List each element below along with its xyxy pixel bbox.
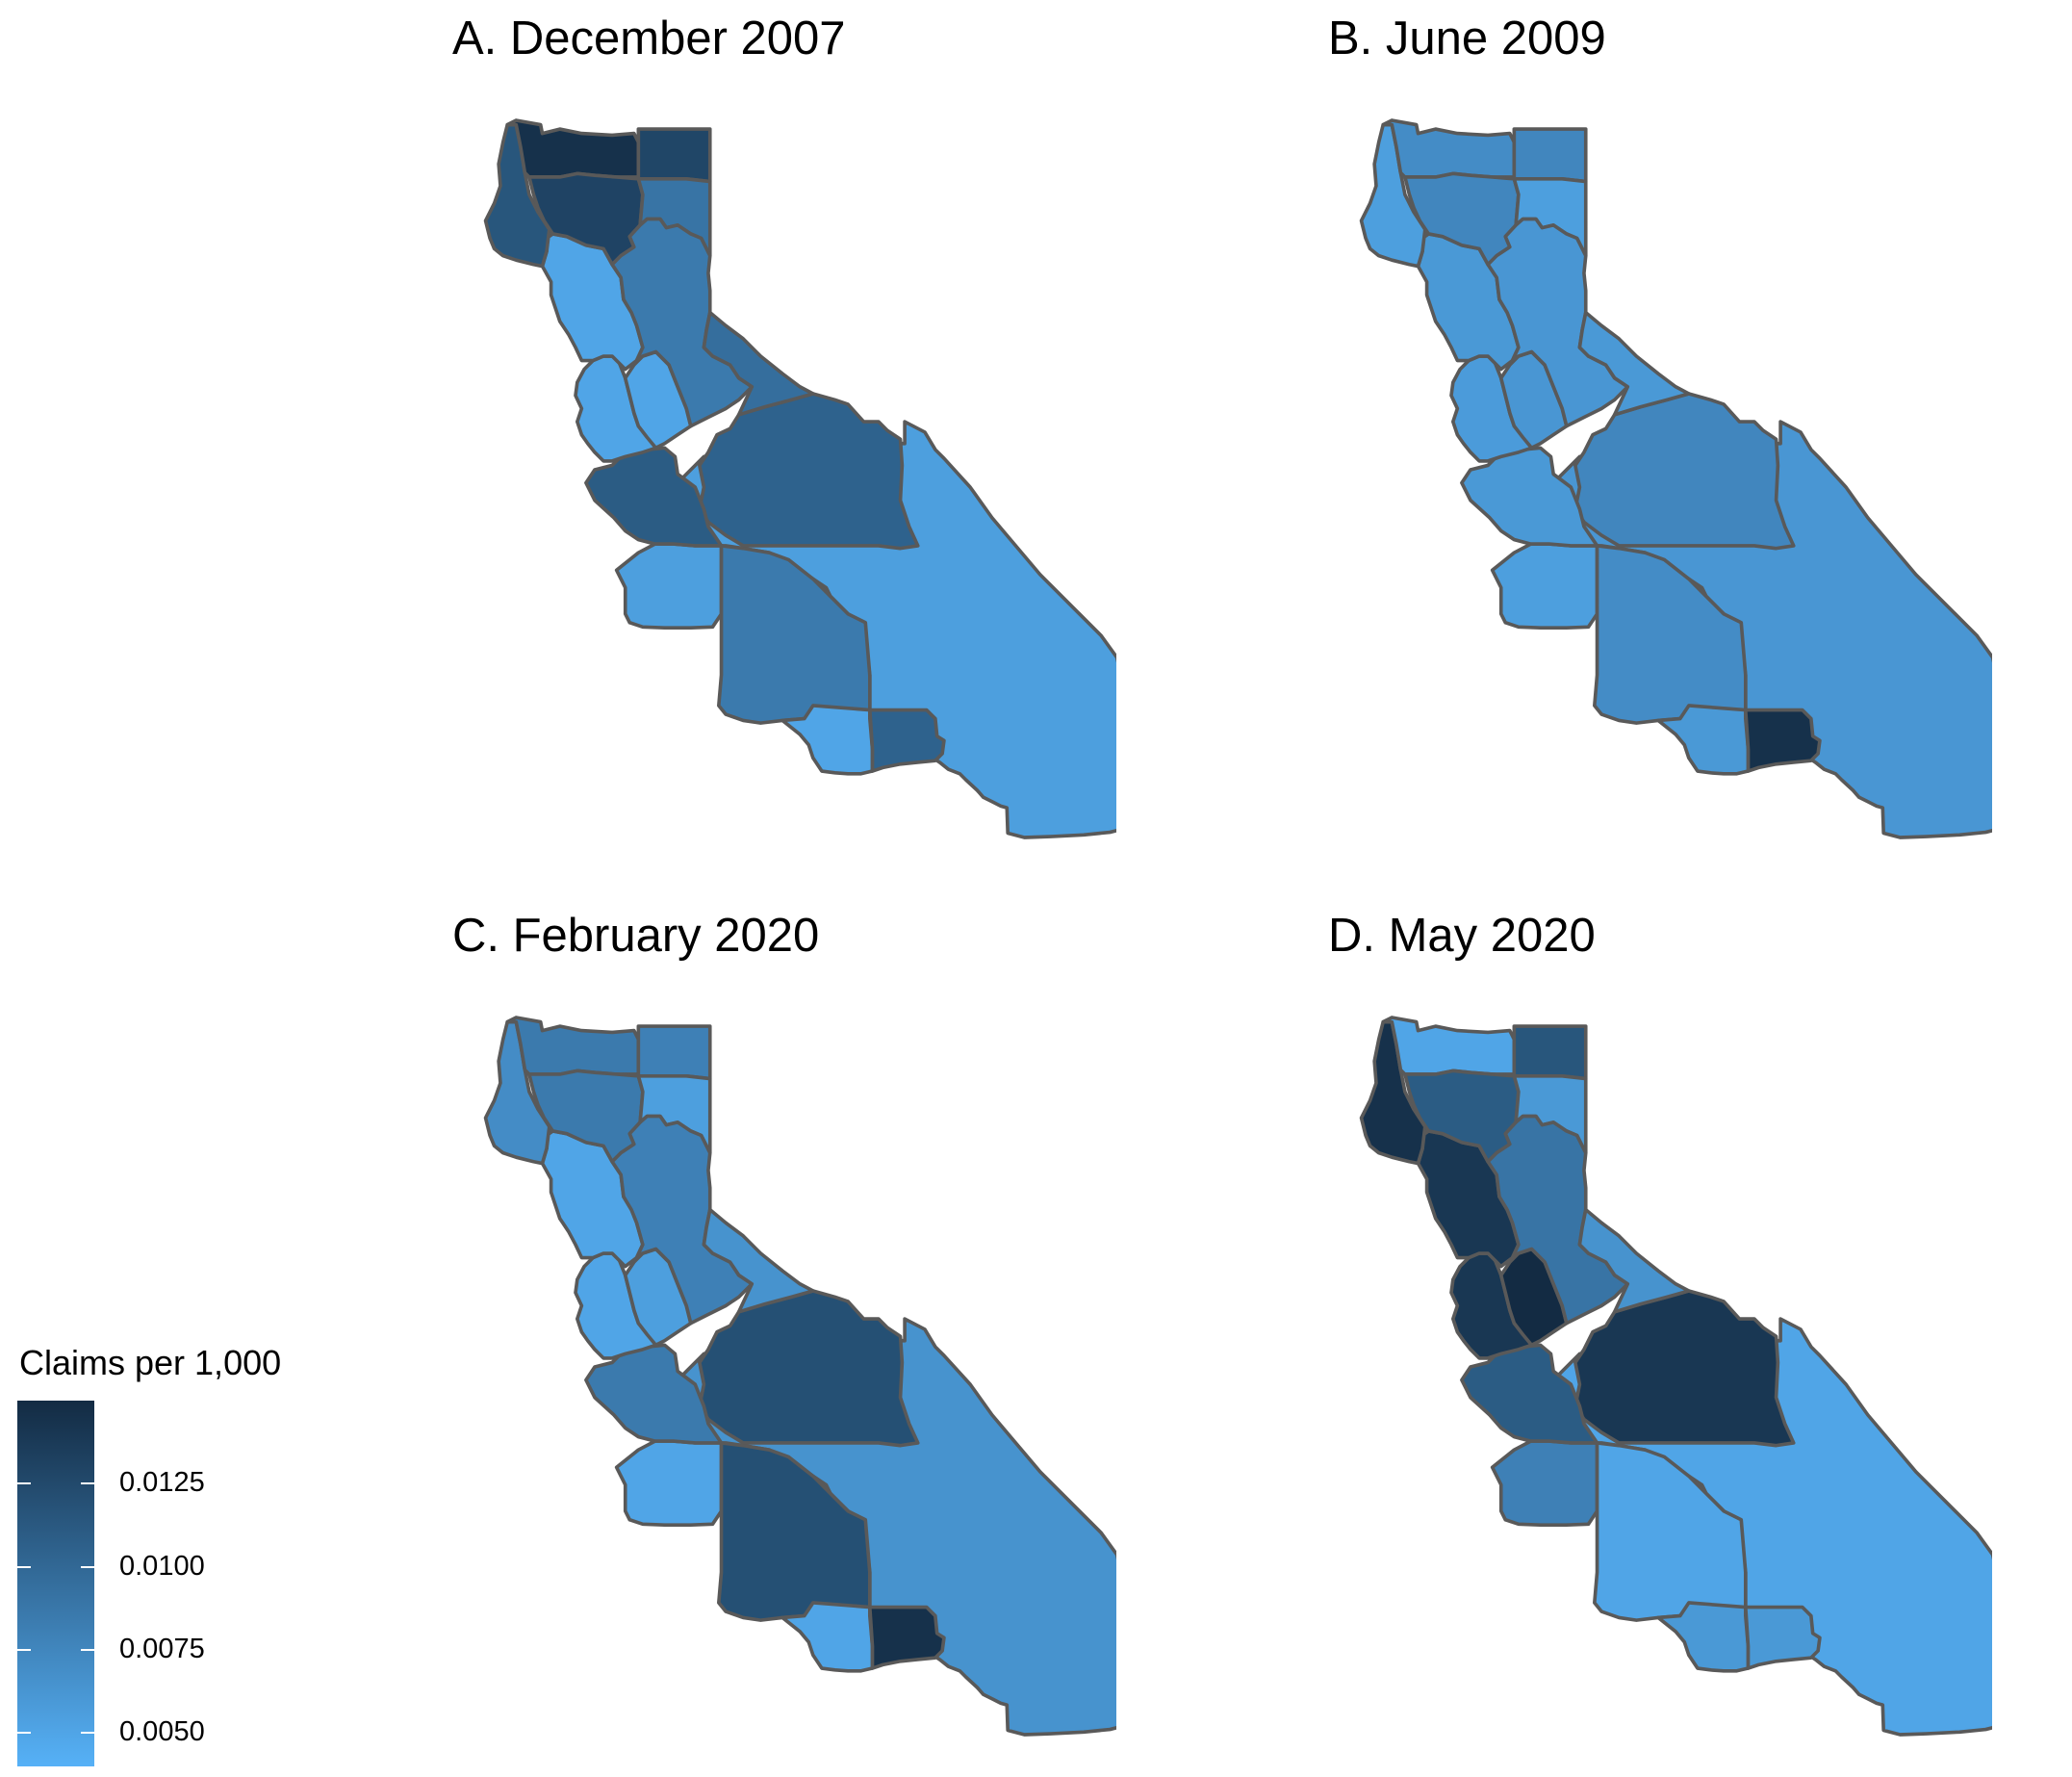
map-panel-a: A. December 2007 (423, 0, 1386, 866)
legend-tick-mark (81, 1482, 94, 1485)
region-north-top (1381, 118, 1517, 179)
california-map (483, 1016, 1116, 1737)
region-central-coast (1460, 1343, 1599, 1445)
region-san-joaquin (1573, 392, 1796, 551)
legend-tick-mark (81, 1732, 94, 1735)
region-imperial (867, 708, 946, 773)
legend-tick-label: 0.0100 (119, 1550, 205, 1582)
region-north-coast-a (1359, 1019, 1427, 1166)
region-sierra-east (1577, 310, 1691, 417)
region-san-joaquin (698, 1289, 920, 1448)
region-modoc (636, 127, 712, 184)
region-modoc (1512, 127, 1588, 184)
legend-tick-label: 0.0125 (119, 1467, 205, 1499)
panel-title: D. May 2020 (1328, 910, 1596, 962)
legend-tick-label: 0.0050 (119, 1716, 205, 1748)
region-central-coast (1460, 446, 1599, 548)
region-sb-ventura (614, 542, 724, 631)
region-central-coast (584, 1343, 724, 1445)
legend-tick-mark (81, 1565, 94, 1568)
map-panel-d: D. May 2020 (1299, 897, 2072, 1764)
region-sierra-east (702, 1207, 815, 1314)
region-central-coast (584, 446, 724, 548)
legend-tick-mark (81, 1649, 94, 1652)
region-north-top (505, 1016, 641, 1076)
region-sierra-east (702, 310, 815, 417)
legend-tick-mark (17, 1649, 31, 1652)
california-map (483, 118, 1116, 839)
region-sb-ventura (1490, 542, 1599, 631)
legend-tick-mark (17, 1482, 31, 1485)
legend-tick-label: 0.0075 (119, 1634, 205, 1665)
panel-title: C. February 2020 (452, 910, 820, 962)
panel-title: A. December 2007 (452, 13, 846, 64)
region-imperial (867, 1605, 946, 1670)
region-san-joaquin (698, 392, 920, 551)
map-panel-c: C. February 2020 (423, 897, 1386, 1764)
region-modoc (636, 1024, 712, 1081)
region-north-coast-a (483, 1019, 551, 1166)
map-panel-b: B. June 2009 (1299, 0, 2072, 866)
region-san-joaquin (1573, 1289, 1796, 1448)
region-sierra-east (1577, 1207, 1691, 1314)
region-sb-ventura (614, 1439, 724, 1528)
legend-colorbar (17, 1401, 94, 1766)
legend-tick-mark (17, 1565, 31, 1568)
region-north-top (505, 118, 641, 179)
color-legend: Claims per 1,000 0.0125 0.0100 0.0075 0.005… (17, 1343, 325, 1766)
california-map (1359, 118, 1992, 839)
region-north-top (1381, 1016, 1517, 1076)
region-north-coast-a (483, 122, 551, 269)
panel-title: B. June 2009 (1328, 13, 1606, 64)
region-modoc (1512, 1024, 1588, 1081)
legend-title: Claims per 1,000 (19, 1343, 282, 1382)
legend-tick-mark (17, 1732, 31, 1735)
region-north-coast-a (1359, 122, 1427, 269)
california-map (1359, 1016, 1992, 1737)
region-imperial (1743, 708, 1822, 773)
region-sb-ventura (1490, 1439, 1599, 1528)
region-imperial (1743, 1605, 1822, 1670)
